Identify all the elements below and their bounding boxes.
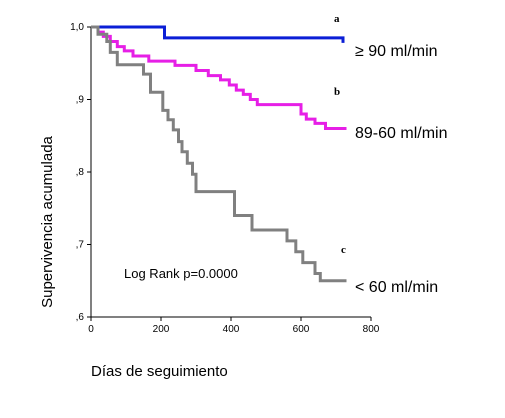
series-line-90-ml-min bbox=[91, 25, 345, 43]
x-tick-label-4: 800 bbox=[363, 324, 380, 335]
series-letter-a: a bbox=[334, 13, 340, 25]
y-tick-label-2: ,8 bbox=[76, 167, 85, 178]
log-rank-annotation: Log Rank p=0.0000 bbox=[124, 266, 238, 281]
series-labels: ≥ 90 ml/min a 89-60 ml/min b < 60 ml/min c bbox=[334, 13, 447, 296]
y-tick-label-3: ,9 bbox=[76, 95, 85, 106]
series-letter-b: b bbox=[334, 86, 340, 98]
x-tick-label-2: 400 bbox=[223, 324, 240, 335]
y-axis-title: Supervivencia acumulada bbox=[39, 135, 56, 307]
series-line-60-ml-min bbox=[91, 25, 347, 283]
ticks: ,6 ,7 ,8 ,9 1,0 0 200 400 600 800 bbox=[70, 22, 380, 335]
series-line-89-60-ml-min bbox=[91, 25, 347, 130]
y-tick-label-4: 1,0 bbox=[70, 22, 84, 33]
y-tick-label-1: ,7 bbox=[76, 240, 85, 251]
series-lines bbox=[91, 25, 347, 283]
x-tick-label-3: 600 bbox=[293, 324, 310, 335]
series-label-2: < 60 ml/min bbox=[355, 279, 438, 296]
series-label-0: ≥ 90 ml/min bbox=[355, 43, 438, 60]
x-axis-title: Días de seguimiento bbox=[91, 363, 228, 380]
x-tick-label-1: 200 bbox=[153, 324, 170, 335]
x-tick-label-0: 0 bbox=[88, 324, 94, 335]
y-tick-label-0: ,6 bbox=[76, 312, 85, 323]
series-label-1: 89-60 ml/min bbox=[355, 125, 447, 142]
series-letter-c: c bbox=[341, 244, 346, 256]
